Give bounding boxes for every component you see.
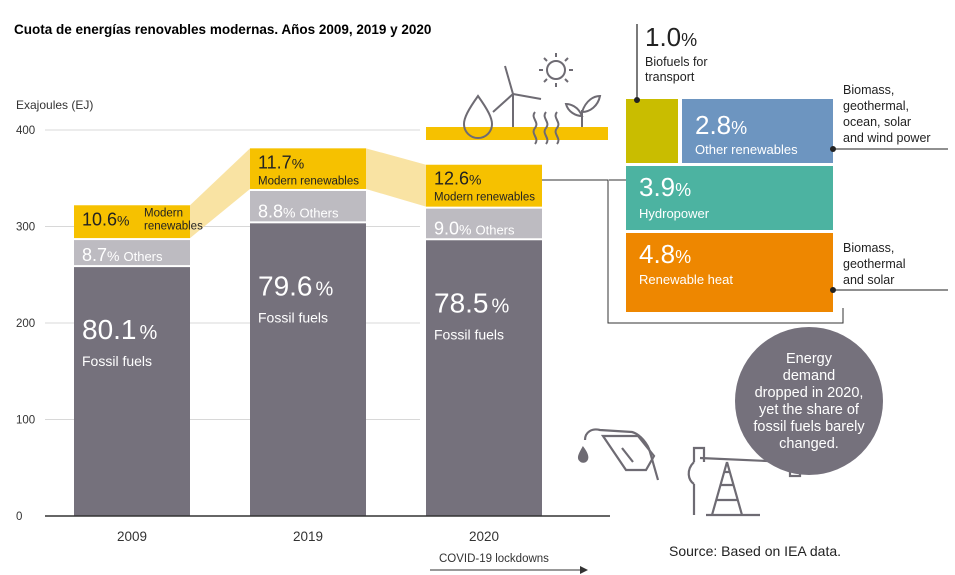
- wind-turbine-icon: [492, 65, 542, 127]
- biofuels-pointer-dot: [634, 97, 640, 103]
- bar-modern-2009: [74, 205, 190, 239]
- modern-label-2019: Modern renewables: [258, 175, 359, 187]
- fossil-label-2019: Fossil fuels: [258, 309, 328, 325]
- x-tick-label-2019: 2019: [293, 529, 323, 544]
- biofuels-label-line1: Biofuels for: [645, 55, 708, 69]
- renewable-heat-label: Renewable heat: [639, 272, 733, 287]
- modern-label-2-2009: renewables: [144, 220, 203, 232]
- renewables-icons: [426, 53, 608, 145]
- svg-text:geothermal: geothermal: [843, 257, 906, 271]
- heat-waves-icon: [532, 111, 560, 145]
- others-value-2020: 9.0% Others: [434, 218, 515, 238]
- others-value-2009: 8.7% Others: [82, 245, 163, 265]
- source-note: Source: Based on IEA data.: [669, 543, 841, 559]
- y-tick-label: 200: [16, 318, 35, 330]
- bar-others-2009: [74, 240, 190, 266]
- renewable-heat-value: 4.8%: [639, 239, 691, 269]
- connector-line: [542, 179, 844, 324]
- modern-value-2019: 11.7%: [258, 152, 304, 172]
- hydropower-value: 3.9%: [639, 172, 691, 202]
- svg-text:demand: demand: [783, 368, 835, 384]
- fossil-label-2020: Fossil fuels: [434, 326, 504, 342]
- covid-arrowhead: [580, 566, 588, 574]
- bar-others-2019: [250, 190, 366, 222]
- modern-label-2009: Modern: [144, 207, 183, 219]
- x-tick-label-2020: 2020: [469, 529, 499, 544]
- biofuels-value: 1.0%: [645, 22, 697, 52]
- y-tick-label: 0: [16, 511, 22, 523]
- renewables-link-1: [190, 148, 250, 239]
- bar-2019: 79.6 % Fossil fuels 8.8% Others 11.7% Modern r…: [250, 148, 366, 516]
- biofuels-label-line2: transport: [645, 70, 695, 84]
- svg-text:Biomass,: Biomass,: [843, 83, 894, 97]
- svg-text:and wind power: and wind power: [843, 131, 931, 145]
- bar-modern-2020: [426, 164, 542, 207]
- x-tick-label-2009: 2009: [117, 529, 147, 544]
- y-tick-label: 300: [16, 222, 35, 234]
- svg-text:changed.: changed.: [779, 436, 839, 452]
- svg-text:Energy: Energy: [786, 351, 833, 367]
- other-renewables-block: [682, 99, 833, 163]
- fossil-value-2019: 79.6%: [258, 270, 334, 301]
- svg-text:geothermal,: geothermal,: [843, 99, 909, 113]
- svg-text:dropped in 2020,: dropped in 2020,: [755, 385, 864, 401]
- renewables-link-2: [366, 148, 426, 207]
- svg-text:Biomass,: Biomass,: [843, 241, 894, 255]
- others-value-2019: 8.8% Others: [258, 201, 339, 221]
- renewables-links: [190, 148, 426, 239]
- callout-bubble: Energy demand dropped in 2020, yet the s…: [735, 327, 883, 475]
- renewable-heat-note: Biomass, geothermal and solar: [830, 241, 948, 293]
- biofuels-block: [626, 99, 678, 163]
- renewables-shelf: [426, 127, 608, 140]
- svg-text:yet the share of: yet the share of: [759, 402, 860, 418]
- modern-value-2020: 12.6%: [434, 169, 482, 189]
- bar-2020: 78.5 % Fossil fuels 9.0% Others 12.6% Modern r…: [426, 164, 542, 516]
- bar-fossil-2009: [74, 267, 190, 516]
- other-renewables-note: Biomass, geothermal, ocean, solar and wi…: [830, 83, 948, 152]
- fossil-label-2009: Fossil fuels: [82, 353, 152, 369]
- modern-value-2009: 10.6%: [82, 209, 130, 229]
- chart-title: Cuota de energías renovables modernas. A…: [14, 22, 431, 37]
- callout-circle: [735, 327, 883, 475]
- other-renewables-label: Other renewables: [695, 142, 798, 157]
- fossil-value-2020: 78.5%: [434, 287, 510, 318]
- other-renewables-value: 2.8%: [695, 110, 747, 140]
- renewables-breakdown: 1.0% Biofuels for transport 2.8% Other r…: [626, 22, 948, 312]
- plant-sprout-icon: [564, 94, 602, 127]
- fossil-value-2009: 80.1%: [82, 314, 158, 345]
- svg-text:fossil fuels barely: fossil fuels barely: [753, 419, 865, 435]
- hydropower-label: Hydropower: [639, 206, 710, 221]
- y-tick-label: 100: [16, 415, 35, 427]
- fuel-pump-nozzle-icon: [577, 428, 660, 481]
- y-tick-labels: 0 100 200 300 400: [16, 125, 35, 523]
- bar-2009: 80.1 % Fossil fuels 8.7% Others 10.6% Modernre…: [74, 205, 203, 516]
- modern-label-2020: Modern renewables: [434, 192, 535, 204]
- bar-others-2020: [426, 208, 542, 239]
- bar-fossil-2020: [426, 240, 542, 516]
- water-drop-icon: [462, 94, 494, 139]
- stacked-bars: 80.1 % Fossil fuels 8.7% Others 10.6% Modernre…: [74, 148, 542, 516]
- covid-label: COVID-19 lockdowns: [439, 553, 549, 565]
- y-tick-label: 400: [16, 125, 35, 137]
- x-axis: 2009 2019 2020: [45, 515, 610, 544]
- hydropower-block: [626, 166, 833, 230]
- svg-text:and solar: and solar: [843, 273, 894, 287]
- covid-annotation: COVID-19 lockdowns: [430, 553, 588, 574]
- bar-fossil-2019: [250, 223, 366, 516]
- bar-modern-2019: [250, 148, 366, 189]
- renewable-heat-block: [626, 233, 833, 312]
- sun-icon: [539, 53, 573, 87]
- y-axis-label: Exajoules (EJ): [16, 98, 93, 112]
- svg-text:ocean, solar: ocean, solar: [843, 115, 911, 129]
